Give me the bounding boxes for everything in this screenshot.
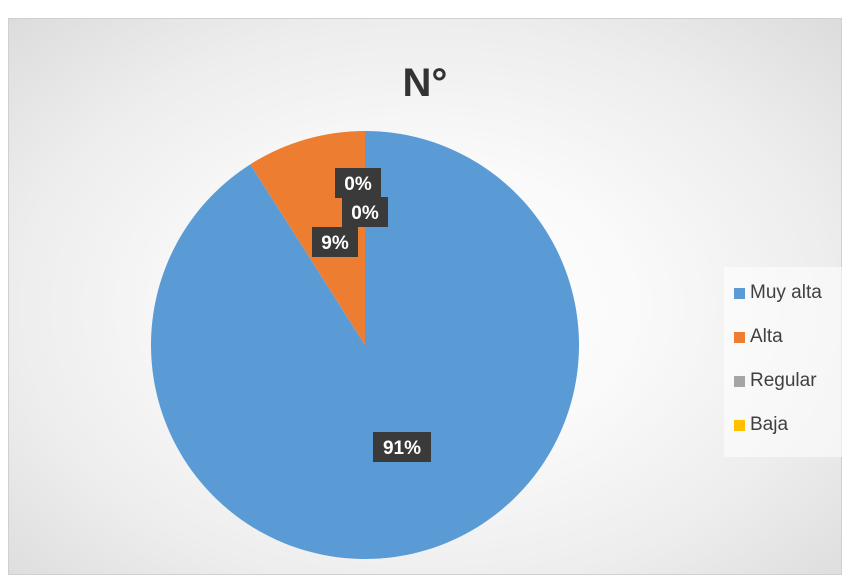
legend-item-baja: Baja [734, 414, 788, 436]
data-label-regular: 0% [335, 168, 381, 198]
data-label-text: 0% [351, 203, 379, 224]
legend-item-alta: Alta [734, 326, 783, 348]
data-label-text: 91% [383, 438, 421, 459]
legend-swatch-icon [734, 287, 745, 299]
data-label-muy-alta: 91% [373, 432, 431, 462]
pie-chart: 91%9%0%0% [150, 131, 579, 559]
legend-label: Muy alta [750, 282, 822, 303]
legend-swatch-icon [734, 419, 745, 431]
chart-title: N° [402, 61, 448, 105]
chart-legend: Muy alta Alta Regular Baja [724, 267, 844, 457]
data-label-background [312, 227, 358, 257]
data-label-baja: 0% [342, 197, 388, 227]
legend-swatch-icon [734, 331, 745, 343]
data-label-alta: 9% [312, 227, 358, 257]
data-label-text: 0% [344, 174, 372, 195]
legend-item-regular: Regular [734, 370, 817, 392]
legend-label: Baja [750, 414, 789, 435]
legend-label: Alta [750, 326, 783, 347]
data-label-background [342, 197, 388, 227]
legend-swatch-icon [734, 375, 745, 387]
legend-label: Regular [750, 370, 817, 391]
data-label-text: 9% [321, 233, 349, 254]
data-label-background [373, 432, 431, 462]
legend-item-muy-alta: Muy alta [734, 282, 822, 304]
data-label-background [335, 168, 381, 198]
chart-area: N° 91% 9% 0% 0% Muy alta Alta Regular Baja [8, 18, 844, 575]
